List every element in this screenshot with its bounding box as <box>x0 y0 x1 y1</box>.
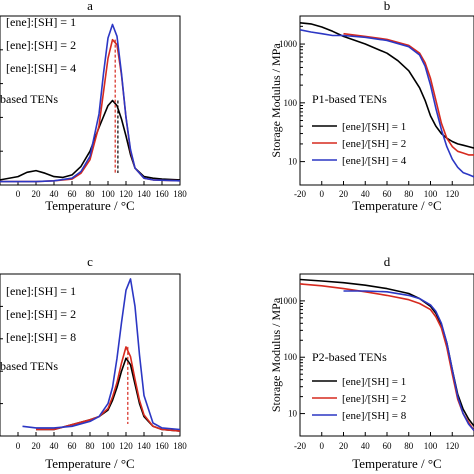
series-line-1 <box>300 22 474 149</box>
x-tick-label: 100 <box>424 441 438 451</box>
x-tick-label: 20 <box>339 189 349 199</box>
x-tick-label: 0 <box>320 189 325 199</box>
x-axis-label: Temperature / °C <box>352 456 441 471</box>
series-title: based TENs <box>0 92 58 106</box>
panel-b: b -20 0 20 40 60 80 100 120 10 100 1000 Temperature … <box>269 0 474 213</box>
x-tick-label: 80 <box>404 189 414 199</box>
legend-label: [ene]:[SH] = 1 <box>6 284 76 298</box>
legend-label: [ene]/[SH] = 2 <box>342 393 406 405</box>
legend-label: [ene]:[SH] = 1 <box>6 15 76 29</box>
y-tick-label: 1000 <box>279 39 298 49</box>
x-tick-label: 0 <box>16 189 21 199</box>
x-axis-label: Temperature / °C <box>45 456 134 471</box>
series-title: based TENs <box>0 359 58 373</box>
legend-label: [ene]:[SH] = 2 <box>6 307 76 321</box>
legend-label: [ene]/[SH] = 1 <box>342 121 406 133</box>
x-tick-label: 160 <box>155 441 169 451</box>
x-tick-label: -20 <box>294 189 306 199</box>
y-axis-label: Storage Modulus / MPa <box>269 43 283 158</box>
legend-label: [ene]/[SH] = 4 <box>342 155 407 167</box>
x-tick-label: 60 <box>68 189 78 199</box>
y-tick-label: 10 <box>288 157 298 167</box>
series-line-1 <box>300 278 474 427</box>
x-tick-label: 100 <box>101 441 115 451</box>
x-tick-label: 80 <box>404 441 414 451</box>
panel-c: c 0 20 40 60 80 100 120 140 160 180 Temperature / °… <box>0 254 187 471</box>
x-tick-label: 140 <box>137 189 151 199</box>
panel-label: b <box>384 0 391 13</box>
x-tick-label: 20 <box>32 441 42 451</box>
legend-label: [ene]/[SH] = 2 <box>342 138 406 150</box>
x-tick-label: 120 <box>446 441 460 451</box>
panel-label: c <box>87 254 93 269</box>
series-line-2 <box>343 32 474 156</box>
series-line-3 <box>0 23 180 183</box>
x-tick-label: 120 <box>119 441 133 451</box>
panel-a: a 0 20 40 60 80 100 120 140 160 180 Temperature / °… <box>0 0 187 213</box>
x-tick-label: -20 <box>294 441 306 451</box>
legend-label: [ene]:[SH] = 4 <box>6 61 76 75</box>
y-tick-label: 100 <box>284 98 298 108</box>
series-line-3 <box>343 290 474 432</box>
x-tick-label: 60 <box>383 441 393 451</box>
plot-frame <box>0 273 181 437</box>
x-tick-label: 100 <box>424 189 438 199</box>
x-tick-label: 60 <box>68 441 78 451</box>
legend-label: [ene]/[SH] = 8 <box>342 410 407 422</box>
series-title: P1-based TENs <box>312 92 387 106</box>
x-tick-label: 140 <box>137 441 151 451</box>
x-axis-label: Temperature / °C <box>352 198 441 213</box>
x-tick-label: 80 <box>86 189 96 199</box>
x-tick-label: 40 <box>361 189 371 199</box>
legend-label: [ene]/[SH] = 1 <box>342 376 406 388</box>
panel-label: a <box>87 0 93 13</box>
x-axis-label: Temperature / °C <box>45 198 134 213</box>
x-tick-label: 60 <box>383 189 393 199</box>
x-tick-label: 100 <box>101 189 115 199</box>
x-tick-label: 0 <box>320 441 325 451</box>
legend-label: [ene]:[SH] = 8 <box>6 330 76 344</box>
series-line-3 <box>300 29 474 178</box>
y-tick-label: 100 <box>284 352 298 362</box>
y-tick-label: 10 <box>288 409 298 419</box>
x-tick-label: 40 <box>50 441 60 451</box>
panel-d: d -20 0 20 40 60 80 100 120 10 100 1000 Temperature … <box>269 254 474 471</box>
x-tick-label: 180 <box>173 189 187 199</box>
y-tick-label: 1000 <box>279 296 298 306</box>
x-tick-label: 40 <box>361 441 371 451</box>
x-tick-label: 80 <box>86 441 96 451</box>
x-tick-label: 120 <box>119 189 133 199</box>
series-title: P2-based TENs <box>312 350 387 364</box>
x-tick-label: 160 <box>155 189 169 199</box>
x-tick-label: 40 <box>50 189 60 199</box>
x-tick-label: 20 <box>32 189 42 199</box>
y-axis-label: Storage Modulus / MPa <box>269 297 283 412</box>
x-tick-label: 20 <box>339 441 349 451</box>
x-tick-label: 0 <box>16 441 21 451</box>
series-line-3 <box>22 278 180 431</box>
legend-label: [ene]:[SH] = 2 <box>6 38 76 52</box>
x-tick-label: 180 <box>173 441 187 451</box>
x-tick-label: 120 <box>446 189 460 199</box>
series-line-2 <box>36 346 180 432</box>
series-line-1 <box>0 99 180 181</box>
panel-label: d <box>384 254 391 269</box>
